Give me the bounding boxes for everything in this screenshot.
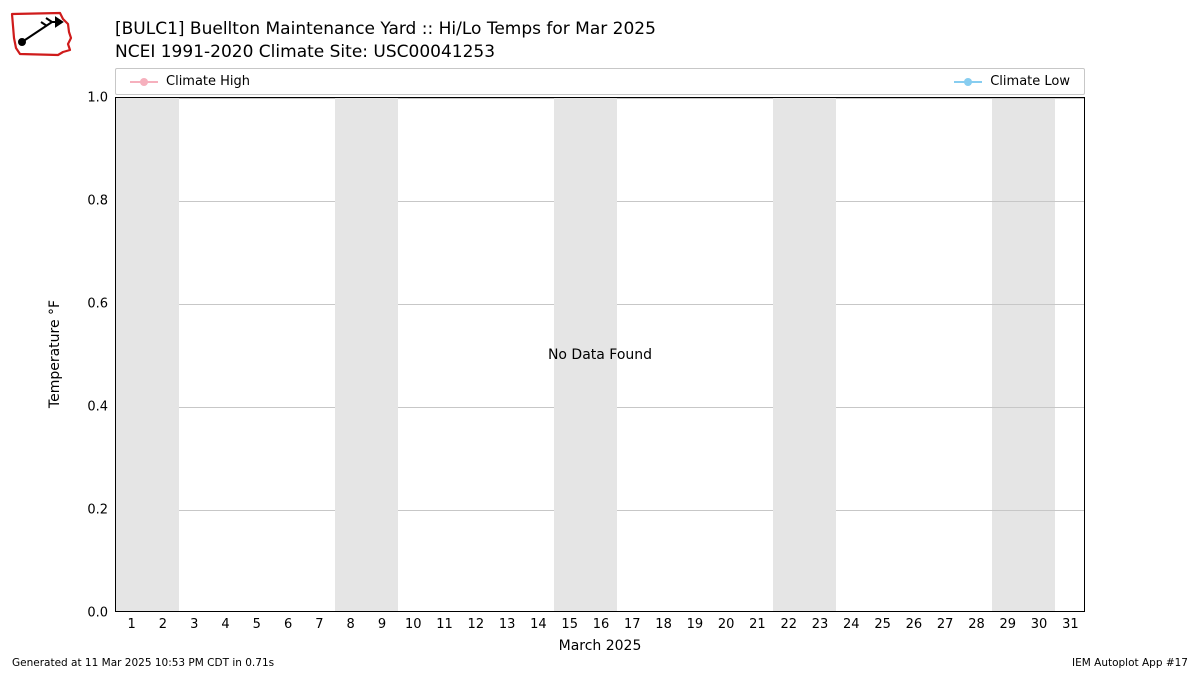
logo-glyph [19,18,62,45]
x-tick-label: 3 [190,617,198,632]
x-axis-label: March 2025 [559,638,642,654]
footer-generated: Generated at 11 Mar 2025 10:53 PM CDT in… [12,657,274,669]
x-tick-label: 2 [159,617,167,632]
weekend-band [335,98,398,611]
x-tick-label: 13 [499,617,516,632]
chart-title: [BULC1] Buellton Maintenance Yard :: Hi/… [115,18,656,64]
weekend-band [992,98,1055,611]
weekend-band [773,98,836,611]
x-tick-label: 7 [315,617,323,632]
page-root: [BULC1] Buellton Maintenance Yard :: Hi/… [0,0,1200,675]
legend-swatch-low [954,76,982,88]
y-tick-label: 0.2 [87,503,108,518]
x-tick-label: 12 [468,617,485,632]
legend: Climate High Climate Low [115,68,1085,95]
chart-title-line2: NCEI 1991-2020 Climate Site: USC00041253 [115,41,656,64]
x-tick-label: 10 [405,617,422,632]
x-tick-label: 24 [843,617,860,632]
x-tick-label: 28 [968,617,985,632]
x-tick-label: 19 [687,617,704,632]
x-tick-label: 5 [253,617,261,632]
x-tick-label: 8 [347,617,355,632]
x-tick-label: 16 [593,617,610,632]
footer-app: IEM Autoplot App #17 [1072,657,1188,669]
logo-outline [12,13,71,55]
y-tick-label: 0.8 [87,194,108,209]
x-tick-label: 31 [1062,617,1079,632]
no-data-message: No Data Found [548,347,652,363]
x-tick-label: 9 [378,617,386,632]
legend-swatch-high [130,76,158,88]
x-tick-label: 30 [1031,617,1048,632]
x-tick-label: 6 [284,617,292,632]
x-tick-label: 27 [937,617,954,632]
iem-logo [8,8,76,58]
y-tick-label: 1.0 [87,91,108,106]
x-tick-label: 11 [436,617,453,632]
plot-area: No Data Found 0.00.20.40.60.81.012345678… [115,97,1085,612]
y-tick-label: 0.0 [87,606,108,621]
x-tick-label: 14 [530,617,547,632]
legend-label-low: Climate Low [990,74,1070,89]
legend-item-climate-high: Climate High [130,74,250,89]
y-axis-label: Temperature °F [47,300,63,408]
x-tick-label: 29 [999,617,1016,632]
x-tick-label: 18 [655,617,672,632]
x-tick-label: 26 [906,617,923,632]
x-tick-label: 23 [812,617,829,632]
x-tick-label: 1 [128,617,136,632]
chart-title-line1: [BULC1] Buellton Maintenance Yard :: Hi/… [115,18,656,41]
weekend-band [116,98,179,611]
legend-item-climate-low: Climate Low [954,74,1070,89]
x-tick-label: 20 [718,617,735,632]
x-tick-label: 17 [624,617,641,632]
x-tick-label: 21 [749,617,766,632]
x-tick-label: 15 [561,617,578,632]
x-tick-label: 25 [874,617,891,632]
x-tick-label: 4 [221,617,229,632]
x-tick-label: 22 [780,617,797,632]
y-tick-label: 0.6 [87,297,108,312]
y-tick-label: 0.4 [87,400,108,415]
legend-label-high: Climate High [166,74,250,89]
